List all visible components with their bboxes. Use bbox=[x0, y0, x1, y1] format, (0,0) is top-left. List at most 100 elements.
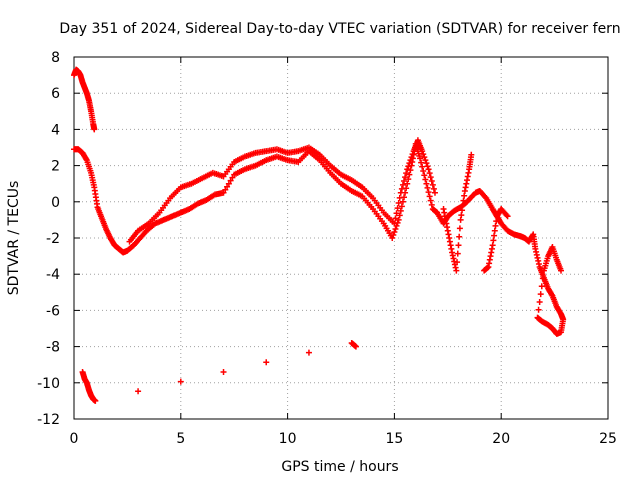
data-point bbox=[420, 168, 427, 175]
y-tick-label: -8 bbox=[46, 340, 60, 356]
y-tick-label: 0 bbox=[51, 195, 60, 211]
data-point bbox=[305, 349, 312, 356]
data-point bbox=[263, 359, 270, 366]
data-point bbox=[225, 180, 232, 187]
data-point bbox=[352, 343, 359, 350]
data-point bbox=[406, 171, 413, 178]
x-tick-label: 15 bbox=[385, 431, 403, 447]
x-tick-label: 25 bbox=[599, 431, 617, 447]
data-point bbox=[407, 167, 414, 174]
data-point bbox=[503, 212, 510, 219]
data-point bbox=[396, 194, 403, 201]
data-point bbox=[456, 225, 463, 232]
data-point bbox=[407, 157, 414, 164]
data-point bbox=[423, 160, 430, 167]
data-point bbox=[389, 235, 396, 241]
tick-labels: 0 5 10 15 20 25 -12 -10 -8 -6 -4 -2 0 2 4 6 8 bbox=[37, 50, 617, 447]
x-tick-label: 20 bbox=[492, 431, 510, 447]
y-tick-label: -10 bbox=[37, 376, 60, 392]
data-point bbox=[406, 160, 413, 167]
data-point bbox=[91, 126, 98, 133]
data-point bbox=[396, 212, 403, 219]
data-point bbox=[539, 275, 546, 282]
data-point bbox=[391, 228, 398, 235]
y-axis-label: SDTVAR / TECUs bbox=[6, 181, 22, 296]
data-point bbox=[468, 151, 475, 158]
data-point bbox=[227, 177, 234, 184]
data-point bbox=[177, 378, 184, 385]
grid bbox=[74, 57, 608, 419]
data-point bbox=[504, 213, 511, 220]
data-point bbox=[425, 189, 432, 196]
y-tick-label: 2 bbox=[51, 159, 60, 175]
x-tick-label: 5 bbox=[176, 431, 185, 447]
data-point bbox=[423, 180, 430, 187]
data-point bbox=[429, 181, 436, 188]
data-point bbox=[220, 189, 227, 196]
y-tick-label: 6 bbox=[51, 86, 60, 102]
data-point bbox=[392, 225, 399, 232]
y-tick-label: -4 bbox=[46, 267, 60, 283]
chart-title: Day 351 of 2024, Sidereal Day-to-day VTE… bbox=[59, 21, 620, 37]
data-point bbox=[419, 163, 426, 170]
data-point bbox=[408, 154, 415, 161]
data-point bbox=[454, 259, 461, 266]
data-point bbox=[395, 216, 402, 223]
data-point bbox=[397, 207, 404, 214]
data-point bbox=[428, 177, 435, 184]
data-point bbox=[224, 183, 231, 190]
data-point bbox=[220, 368, 227, 375]
data-point bbox=[421, 172, 428, 179]
data-point bbox=[453, 267, 460, 274]
data-point bbox=[426, 170, 433, 177]
data-point bbox=[393, 210, 400, 217]
data-point bbox=[92, 397, 99, 404]
data-point bbox=[426, 193, 433, 200]
data-point bbox=[420, 151, 427, 158]
data-point bbox=[405, 176, 412, 183]
data-point bbox=[430, 185, 437, 192]
data-point bbox=[391, 220, 398, 227]
y-tick-label: 8 bbox=[51, 50, 60, 66]
x-tick-label: 0 bbox=[70, 431, 79, 447]
data-point bbox=[424, 163, 431, 170]
data-point bbox=[405, 163, 412, 170]
data-point bbox=[454, 250, 461, 257]
data-point bbox=[399, 198, 406, 205]
data-point bbox=[403, 170, 410, 177]
data-point bbox=[482, 193, 489, 200]
data-point bbox=[135, 388, 142, 395]
data-point bbox=[535, 306, 542, 313]
data-point bbox=[537, 291, 544, 298]
data-point bbox=[425, 166, 432, 173]
data-point bbox=[398, 185, 405, 192]
data-point bbox=[395, 200, 402, 207]
data-point bbox=[417, 155, 424, 162]
data-points bbox=[71, 66, 567, 404]
data-point bbox=[401, 177, 408, 184]
y-tick-label: -12 bbox=[37, 412, 60, 428]
data-point bbox=[534, 314, 541, 321]
data-point bbox=[428, 201, 435, 208]
data-point bbox=[397, 189, 404, 196]
data-point bbox=[431, 189, 438, 196]
data-point bbox=[409, 151, 416, 158]
data-point bbox=[424, 184, 431, 191]
y-tick-label: -2 bbox=[46, 231, 60, 247]
data-point bbox=[422, 157, 429, 164]
data-point bbox=[558, 267, 565, 274]
y-tick-label: -6 bbox=[46, 303, 60, 319]
x-tick-label: 10 bbox=[279, 431, 297, 447]
data-point bbox=[421, 154, 428, 161]
data-point bbox=[222, 186, 229, 193]
axis-ticks bbox=[73, 56, 609, 420]
data-point bbox=[419, 148, 426, 155]
y-tick-label: 4 bbox=[51, 122, 60, 138]
data-point bbox=[536, 298, 543, 305]
data-point bbox=[538, 283, 545, 290]
data-point bbox=[456, 233, 463, 240]
data-point bbox=[422, 176, 429, 183]
data-point bbox=[427, 174, 434, 181]
data-point bbox=[392, 215, 399, 222]
